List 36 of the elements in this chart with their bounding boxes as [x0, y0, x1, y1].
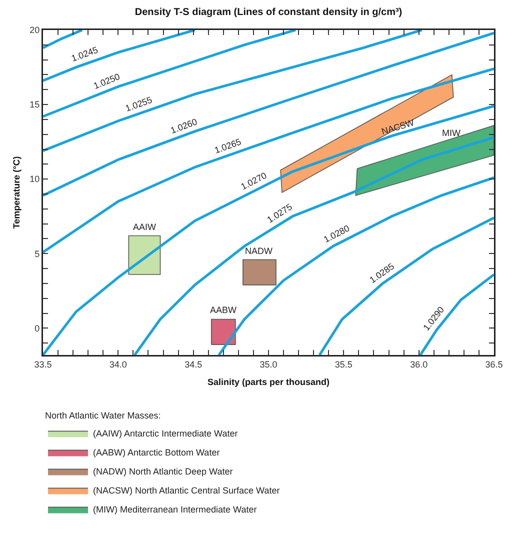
y-tick-label: 5: [34, 248, 40, 259]
x-axis-title: Salinity (parts per thousand): [207, 376, 330, 387]
annotation: 1.0260: [169, 116, 199, 136]
y-tick-label: 15: [30, 100, 40, 110]
x-tick-label: 35.0: [260, 359, 278, 370]
chart-title: Density T-S diagram (Lines of constant density in g/cm³): [134, 7, 402, 18]
x-tick-label: 35.5: [334, 359, 352, 370]
annotation: 1.0245: [70, 44, 100, 64]
line-series: [318, 216, 494, 355]
annotation: NADW: [245, 246, 273, 256]
y-axis-title: Temperature (°C): [11, 156, 22, 229]
x-tick-label: 34.0: [109, 359, 127, 370]
line-series: [43, 67, 494, 254]
legend-label: (MIW) Mediterranean Intermediate Water: [93, 504, 257, 515]
line-series: [43, 32, 494, 197]
legend-label: (AABW) Antarctic Bottom Water: [93, 448, 220, 458]
y-tick-label: 10: [30, 174, 40, 184]
x-tick-label: 36.0: [410, 359, 428, 370]
line-series: [43, 30, 424, 152]
x-tick-label: 33.5: [34, 359, 52, 370]
line-series: [43, 30, 297, 118]
line-series: [133, 136, 494, 355]
x-tick-label: 34.5: [184, 359, 202, 370]
line-series: [419, 273, 494, 355]
legend-title: North Atlantic Water Masses:: [45, 410, 161, 421]
y-tick-label: 20: [30, 25, 40, 36]
annotation: MIW: [442, 128, 461, 138]
y-tick-label: 0: [34, 323, 40, 334]
annotation: AABW: [210, 305, 238, 315]
annotation: AAIW: [133, 222, 157, 232]
annotation: 1.0255: [124, 94, 154, 114]
x-tick-label: 36.5: [485, 359, 503, 370]
legend-label: (AAIW) Antarctic Intermediate Water: [93, 428, 238, 439]
legend-label: (NADW) North Atlantic Deep Water: [93, 466, 233, 477]
legend-label: (NACSW) North Atlantic Central Surface Water: [93, 486, 280, 496]
annotation: 1.0265: [213, 136, 242, 156]
